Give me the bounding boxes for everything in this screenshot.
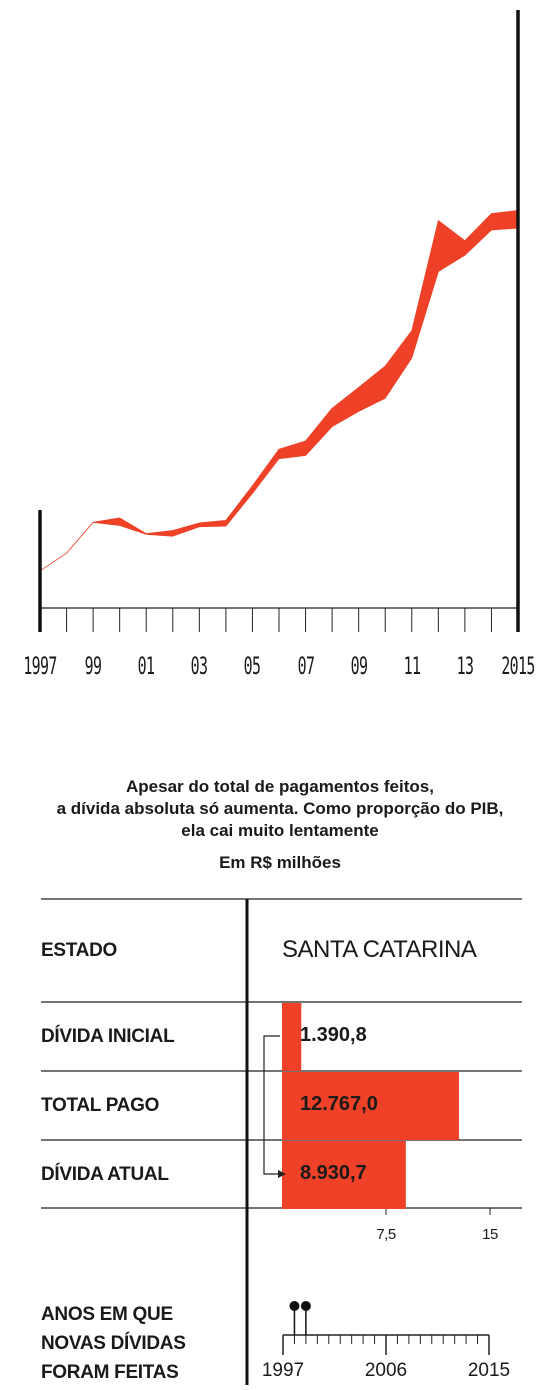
table-lines: [41, 898, 522, 1385]
x-tick-label: 09: [350, 652, 367, 680]
row-label: TOTAL PAGO: [41, 1095, 160, 1116]
timeline-title-line-3: FORAM FEITAS: [41, 1362, 179, 1383]
chart-title: Apesar do total de pagamentos feitos, a …: [0, 776, 560, 842]
bar-axis-tick-label: 15: [482, 1226, 498, 1243]
title-line-2: a dívida absoluta só aumenta. Como propo…: [56, 799, 504, 818]
x-tick-label: 13: [456, 652, 474, 680]
x-tick-label: 03: [190, 652, 208, 680]
title-line-3: ela cai muito lentamente: [181, 821, 379, 840]
connector-line: [263, 1035, 280, 1175]
debt-area-chart: [38, 10, 520, 632]
bar-value-label: 12.767,0: [300, 1093, 378, 1115]
x-axis: [38, 10, 520, 632]
bar-value-label: 8.930,7: [300, 1162, 367, 1184]
timeline-event-dot: [300, 1301, 311, 1311]
bars: [282, 1003, 460, 1209]
x-tick-label: 99: [84, 652, 102, 680]
x-tick-label: 11: [403, 652, 421, 680]
x-tick-label: 1997: [23, 652, 57, 680]
x-tick-label: 01: [137, 652, 155, 680]
estado-header: ESTADO: [41, 940, 117, 961]
bar-connector: [263, 1035, 286, 1178]
row-label: DÍVIDA INICIAL: [41, 1026, 175, 1047]
bar: [282, 1141, 406, 1209]
timeline-title-line-1: ANOS EM QUE: [41, 1304, 173, 1325]
chart-subtitle: Em R$ milhões: [219, 853, 341, 872]
timeline: [282, 1301, 490, 1355]
timeline-title-line-2: NOVAS DÍVIDAS: [41, 1333, 186, 1354]
x-tick-label: 2015: [501, 652, 535, 680]
bar: [282, 1072, 460, 1140]
bar-value-label: 1.390,8: [300, 1024, 367, 1046]
timeline-title: ANOS EM QUE NOVAS DÍVIDAS FORAM FEITAS: [41, 1300, 186, 1387]
timeline-tick-label: 2006: [364, 1360, 408, 1381]
state-name: SANTA CATARINA: [282, 936, 477, 963]
timeline-tick-label: 1997: [261, 1360, 305, 1381]
bar-axis-tick-label: 7,5: [376, 1226, 396, 1243]
title-line-1: Apesar do total de pagamentos feitos,: [126, 777, 434, 796]
timeline-tick-label: 2015: [467, 1360, 511, 1381]
row-label: DÍVIDA ATUAL: [41, 1164, 169, 1185]
x-tick-label: 05: [244, 652, 261, 680]
bar: [282, 1003, 302, 1071]
x-tick-label: 07: [297, 652, 314, 680]
connector-arrow: [278, 1170, 286, 1178]
timeline-event-dot: [289, 1301, 300, 1311]
